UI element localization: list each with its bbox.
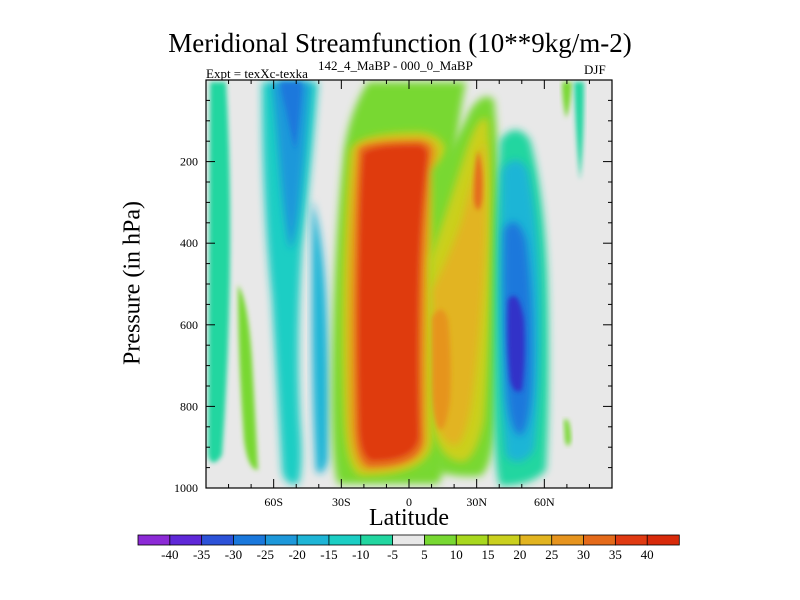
contour-south-lightgreen (238, 285, 258, 470)
contour-hadley-core (359, 146, 427, 460)
y-tick-label: 400 (180, 236, 198, 250)
colorbar-label: -40 (161, 547, 178, 562)
experiment-label: Expt = texXc-texka (206, 66, 308, 81)
colorbar-swatch (487, 534, 521, 546)
x-tick-label: 30N (466, 495, 487, 509)
colorbar-label: 35 (609, 547, 622, 562)
colorbar-swatch (233, 534, 266, 546)
colorbar-swatch (614, 534, 648, 546)
season-label: DJF (584, 62, 606, 77)
contour-north-cell-core (507, 295, 525, 392)
contour-north-sub-peak (474, 150, 483, 210)
x-tick-label: 60N (534, 495, 555, 509)
colorbar-swatch (455, 534, 489, 546)
colorbar-swatch (424, 534, 457, 546)
colorbar-swatch (360, 534, 394, 546)
difference-label: 142_4_MaBP - 000_0_MaBP (318, 58, 473, 73)
chart-title: Meridional Streamfunction (10**9kg/m-2) (168, 28, 632, 58)
colorbar-label: 40 (641, 547, 654, 562)
colorbar-swatch (551, 534, 585, 546)
contour-north-teal-strip (574, 82, 584, 180)
colorbar-label: -5 (387, 547, 398, 562)
y-tick-label: 1000 (174, 481, 198, 495)
colorbar-swatch (646, 534, 680, 546)
colorbar-swatch (583, 534, 617, 546)
contour-south-teal (208, 82, 231, 463)
contour-south-cell-mid (272, 82, 310, 250)
contour-north-green-strip (562, 82, 572, 118)
y-tick-label: 200 (180, 155, 198, 169)
contour-south-cell-core (280, 82, 302, 150)
contour-fields (208, 82, 584, 486)
contour-north-small-green (564, 419, 571, 446)
colorbar-label: -20 (288, 547, 305, 562)
colorbar-label: 10 (450, 547, 463, 562)
contour-south-mid-band (312, 200, 329, 474)
colorbar-swatch (264, 534, 298, 546)
colorbar-label: 25 (545, 547, 558, 562)
colorbar-label: 15 (482, 547, 495, 562)
colorbar-swatch (169, 534, 203, 546)
contour-south-cell-outer (262, 82, 318, 485)
colorbar-swatch (328, 534, 362, 546)
y-tick-label: 600 (180, 318, 198, 332)
colorbar-label: 30 (577, 547, 590, 562)
colorbar-label: 20 (513, 547, 526, 562)
x-tick-label: 60S (264, 495, 283, 509)
colorbar-label: -25 (257, 547, 274, 562)
colorbar: -40 -35 -30 -25 -20 -15 -10 -5 5 10 15 20 25 30 35 40 (137, 534, 680, 562)
x-axis-label: Latitude (369, 505, 449, 531)
colorbar-swatch (392, 534, 426, 546)
colorbar-label: -35 (193, 547, 210, 562)
contour-north-sub-orange (432, 309, 451, 430)
y-tick-label: 800 (180, 399, 198, 413)
x-tick-label: 30S (332, 495, 351, 509)
colorbar-label: -30 (225, 547, 242, 562)
colorbar-label: 5 (421, 547, 428, 562)
x-tick-label: 0 (406, 495, 412, 509)
colorbar-swatch (296, 534, 330, 546)
colorbar-swatch (137, 534, 171, 546)
colorbar-label: -10 (352, 547, 369, 562)
axes: 60S 30S 0 30N 60N 200 400 600 800 1000 (174, 80, 612, 509)
colorbar-label: -15 (320, 547, 337, 562)
colorbar-swatch (201, 534, 235, 546)
colorbar-swatch (519, 534, 553, 546)
